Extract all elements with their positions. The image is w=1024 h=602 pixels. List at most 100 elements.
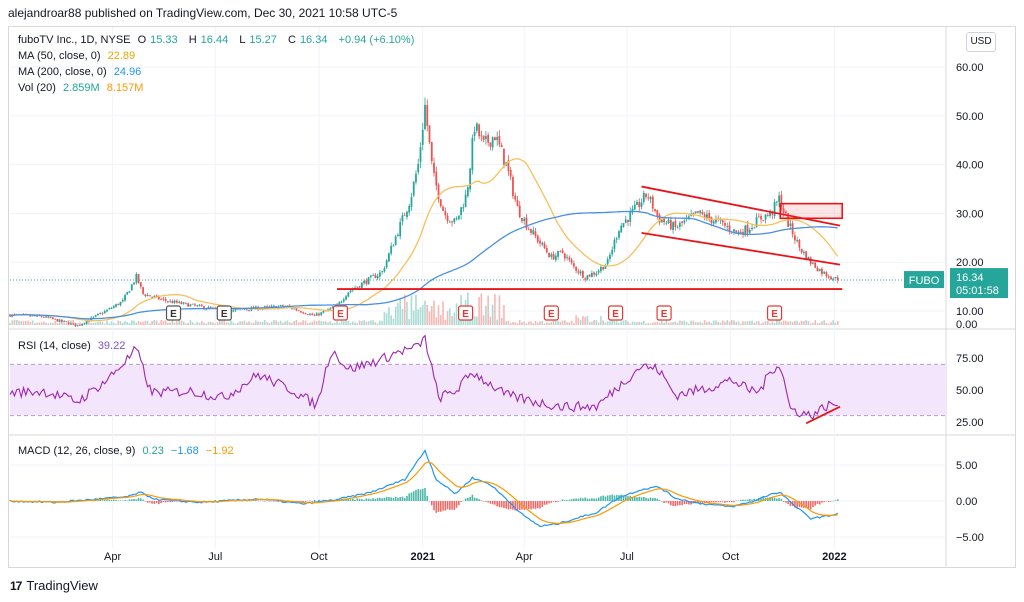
macd-histogram-bar [259,500,262,502]
candle-body [699,210,702,213]
candle-body [415,173,417,183]
candle-body [737,231,740,234]
macd-histogram-bar [721,501,724,502]
volume-bar [306,323,309,325]
macd-label: MACD (12, 26, close, 9) [18,445,136,457]
macd-histogram-bar [778,498,780,501]
volume-bar [764,321,767,325]
macd-histogram-bar [534,501,537,509]
macd-histogram-bar [600,496,602,501]
candle-body [342,299,345,302]
macd-histogram-bar [751,499,753,501]
macd-histogram-bar [376,497,379,501]
macd-histogram-bar [597,497,600,501]
candle-body [29,315,32,317]
macd-histogram-bar [110,500,113,501]
earnings-marker-box [607,305,624,321]
volume-bar [800,320,803,325]
candle-body [678,222,681,227]
volume-bar [564,320,566,325]
candle-body [566,257,568,258]
macd-histogram-bar [550,501,553,503]
candle-body [825,272,828,277]
volume-bar [142,321,144,325]
volume-bar [119,321,122,325]
volume-bar [437,305,440,325]
candle-body [424,104,426,130]
candle-body [421,129,424,145]
volume-bar [523,321,526,325]
macd-histogram-bar [248,500,250,501]
candle-body [613,239,616,250]
macd-histogram-bar [667,501,670,504]
candle-body [88,320,90,322]
volume-bar [279,320,282,325]
candle-body [595,273,598,276]
macd-histogram-bar [715,501,717,503]
macd-histogram-bar [469,496,471,501]
volume-bar [688,323,690,325]
volume-bar [324,321,327,325]
candle-body [403,214,406,216]
candle-body [309,313,311,315]
macd-histogram-bar [426,495,429,501]
macd-histogram-bar [358,498,361,501]
price-tick-label: 30.00 [956,208,984,220]
candle-body [496,137,499,140]
candle-body [81,323,84,326]
candle-body [311,313,314,316]
volume-bar [207,321,210,325]
macd-histogram-bar [171,501,174,503]
candle-body [112,306,115,308]
macd-tick-label: −5.00 [956,532,984,544]
candle-body [834,276,837,279]
macd-histogram-bar [661,501,663,502]
earnings-marker-label: E [661,309,668,320]
candle-body [821,268,823,275]
macd-histogram-bar [582,498,584,501]
candle-body [401,215,404,222]
macd-histogram-bar [421,488,424,501]
candle-body [484,136,487,140]
candle-body [658,214,661,223]
candle-body [394,236,397,245]
volume-bar [701,323,704,325]
macd-line [9,449,839,528]
candle-body [615,238,618,240]
candle-body [473,131,476,136]
candle-body [728,225,731,232]
volume-bar [602,320,604,325]
volume-bar [719,322,722,325]
macd-histogram-bar [133,498,135,501]
candle-body [561,250,564,253]
macd-histogram-bar [830,501,832,502]
candle-body [478,124,481,137]
volume-bar [227,322,230,325]
macd-histogram-bar [532,501,535,509]
macd-histogram-bar [205,501,208,502]
volume-bar [318,320,320,325]
candle-body [439,199,442,207]
candle-body [374,275,377,279]
volume-bar [791,322,794,325]
macd-histogram-bar [683,501,686,504]
candle-body [369,275,372,278]
candle-body [435,171,438,186]
volume-bar [758,321,760,325]
candle-body [320,312,323,316]
currency-button[interactable]: USD [966,32,996,52]
macd-histogram-bar [130,499,133,501]
macd-histogram-bar [710,501,713,503]
candle-body [579,271,582,274]
candle-body [622,223,625,227]
volume-bar [295,319,298,325]
volume-bar [832,320,835,325]
ma200-legend: MA (200, close, 0) 24.96 [18,66,145,78]
macd-histogram-bar [604,496,607,501]
candle-body [735,230,738,233]
main-legend: fuboTV Inc., 1D, NYSE O 15.33 H 16.44 L 15.… [18,34,418,46]
candle-body [620,225,623,233]
volume-bar [97,321,99,325]
volume-bar [767,320,769,325]
